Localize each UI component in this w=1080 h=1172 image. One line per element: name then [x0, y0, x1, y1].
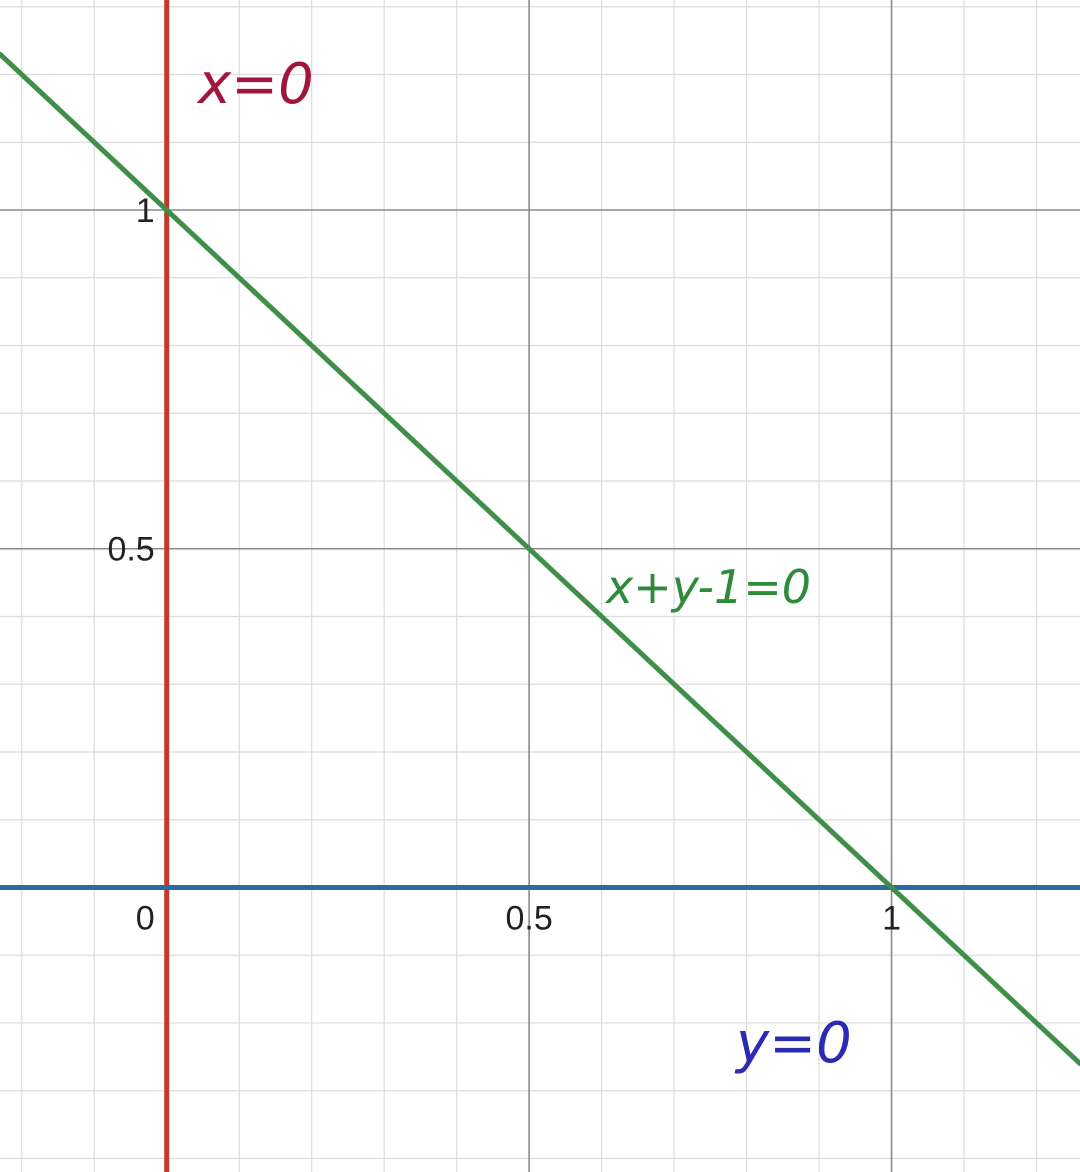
label-xy: x+y-1=0: [604, 560, 811, 614]
line-xy: [0, 51, 1080, 1067]
y-tick-label: 0.5: [107, 531, 154, 569]
x-tick-label: 0.5: [505, 899, 552, 937]
label-y0: y=0: [734, 1011, 852, 1076]
tick-labels: 0 0.5 1 0.5 1: [107, 192, 901, 937]
label-x0: x=0: [196, 52, 314, 117]
annotations: x=0 x+y-1=0 y=0: [196, 52, 852, 1076]
x-tick-label: 0: [136, 899, 155, 937]
x-tick-label: 1: [882, 899, 901, 937]
y-tick-label: 1: [136, 192, 155, 230]
